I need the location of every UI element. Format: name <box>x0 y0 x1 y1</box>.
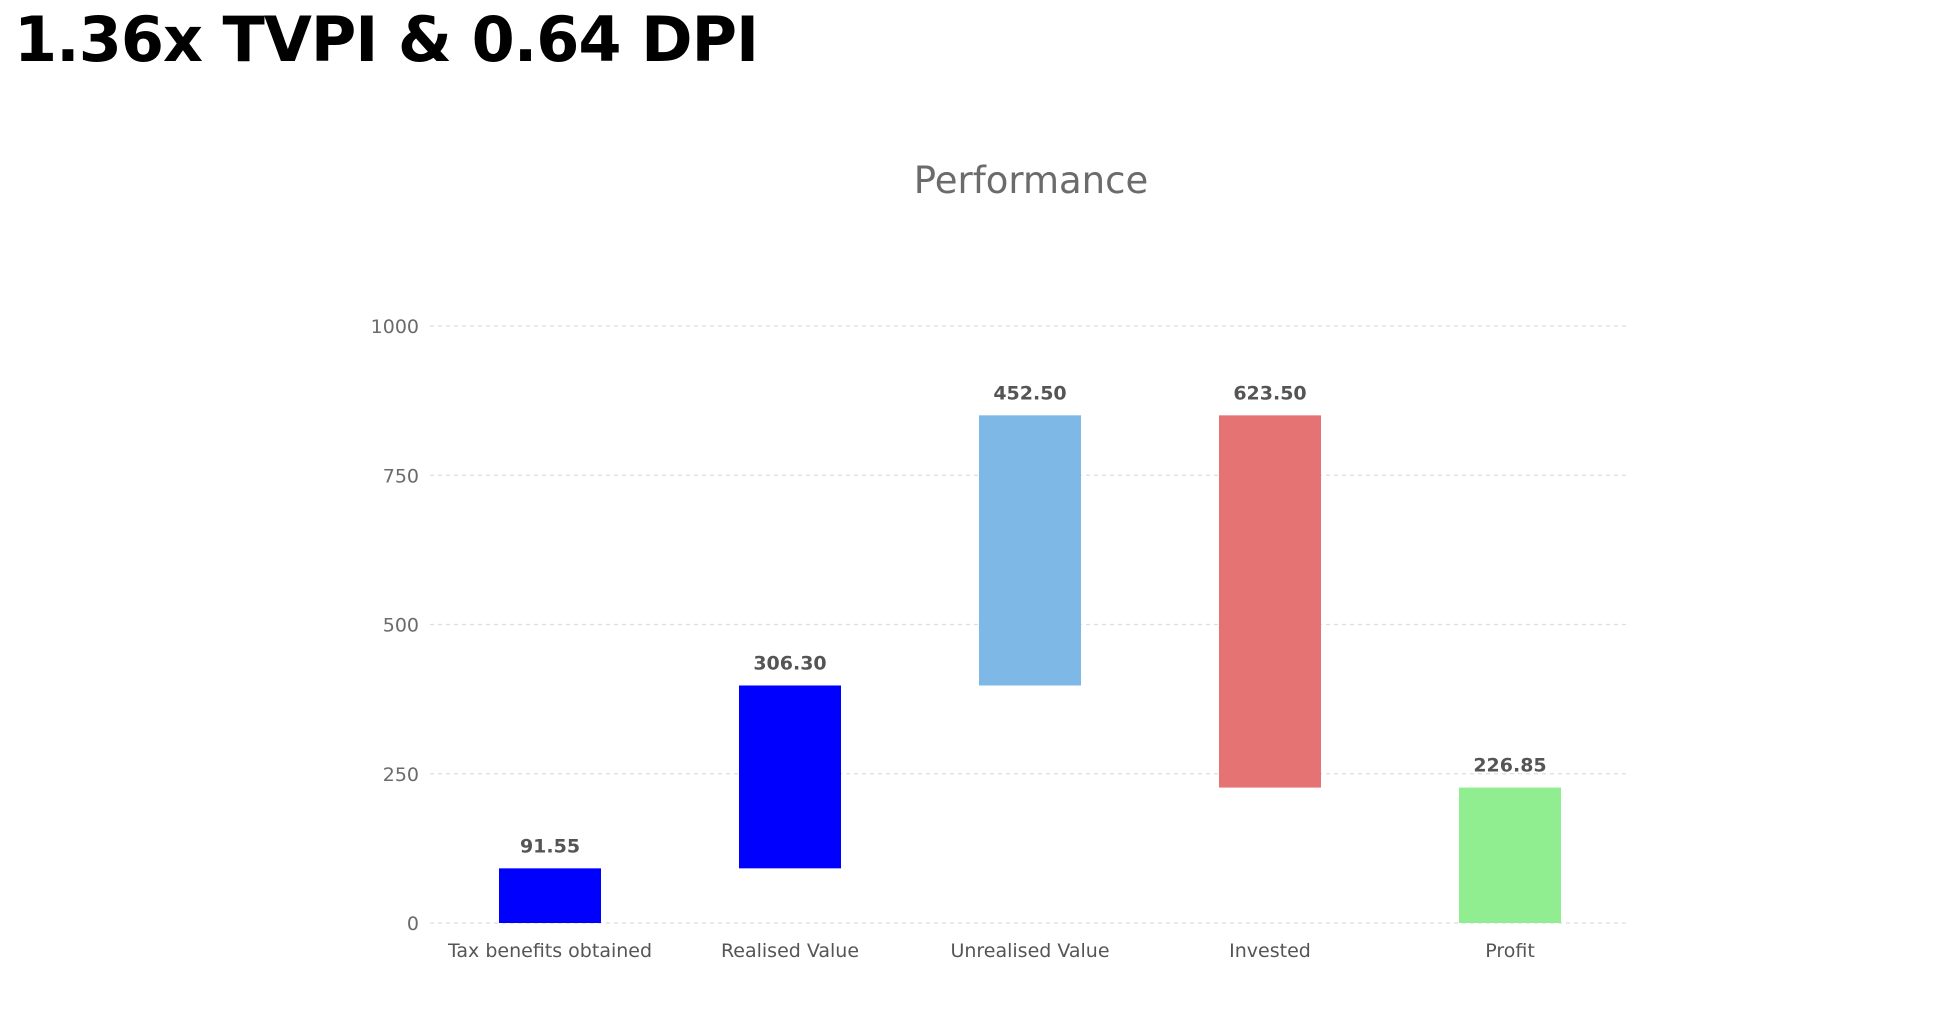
bar-invested <box>1219 415 1321 788</box>
bar-unrealised-value <box>979 415 1081 686</box>
y-tick-label: 750 <box>383 465 419 487</box>
data-label: 91.55 <box>520 835 580 857</box>
x-axis-categories: Tax benefits obtained Realised Value Unrea… <box>447 940 1535 962</box>
data-label: 226.85 <box>1473 755 1546 777</box>
y-tick-label: 0 <box>407 913 419 935</box>
x-category-label: Tax benefits obtained <box>447 940 652 962</box>
x-category-label: Invested <box>1229 940 1311 962</box>
data-label: 452.50 <box>993 382 1066 404</box>
data-label: 306.30 <box>753 652 826 674</box>
data-label: 623.50 <box>1233 382 1306 404</box>
chart-title: Performance <box>914 159 1148 202</box>
data-labels: 91.55 306.30 452.50 623.50 226.85 <box>520 382 1547 857</box>
page-headline: 1.36x TVPI & 0.64 DPI <box>14 3 759 76</box>
bars <box>499 415 1561 923</box>
x-category-label: Realised Value <box>721 940 859 962</box>
y-tick-label: 500 <box>383 615 419 637</box>
x-category-label: Unrealised Value <box>950 940 1109 962</box>
y-axis-ticks: 0 250 500 750 1000 <box>371 316 419 935</box>
bar-realised-value <box>739 685 841 869</box>
bar-profit <box>1459 787 1561 923</box>
bar-tax-benefits-obtained <box>499 868 601 923</box>
y-tick-label: 250 <box>383 764 419 786</box>
y-tick-label: 1000 <box>371 316 419 338</box>
x-category-label: Profit <box>1485 940 1535 962</box>
